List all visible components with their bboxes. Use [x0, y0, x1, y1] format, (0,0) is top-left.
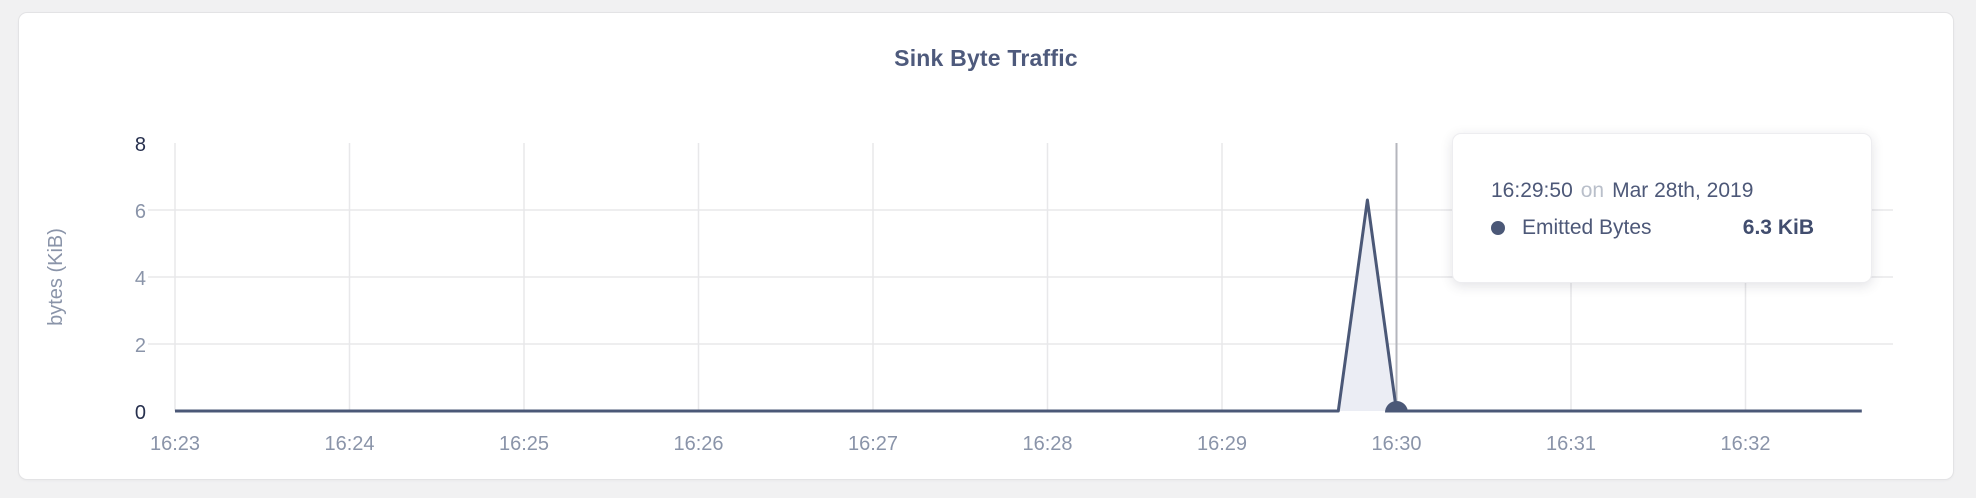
series-line — [175, 198, 1862, 413]
y-tick-label: 0 — [135, 402, 146, 424]
x-tick-label: 16:32 — [1720, 433, 1770, 455]
y-tick-label: 4 — [135, 268, 146, 290]
y-axis-title: bytes (KiB) — [45, 228, 67, 326]
x-tick-label: 16:23 — [150, 433, 200, 455]
tooltip-series-label: Emitted Bytes — [1522, 215, 1652, 239]
tooltip-date: Mar 28th, 2019 — [1612, 178, 1754, 202]
x-tick-label: 16:24 — [324, 433, 374, 455]
y-tick-label: 2 — [135, 335, 146, 357]
x-tick-label: 16:27 — [848, 433, 898, 455]
tooltip-time: 16:29:50 — [1491, 178, 1573, 202]
x-tick-label: 16:26 — [673, 433, 723, 455]
chart-tooltip: 16:29:50 on Mar 28th, 2019 Emitted Bytes… — [1452, 133, 1872, 283]
y-tick-label: 6 — [135, 201, 146, 223]
tooltip-series-row: Emitted Bytes 6.3 KiB — [1491, 216, 1814, 240]
x-tick-label: 16:29 — [1197, 433, 1247, 455]
x-tick-label: 16:31 — [1546, 433, 1596, 455]
y-tick-label: 8 — [135, 134, 146, 156]
tooltip-series-value: 6.3 KiB — [1742, 215, 1814, 239]
x-tick-label: 16:28 — [1022, 433, 1072, 455]
tooltip-connector: on — [1580, 178, 1605, 202]
hover-marker-dot — [1385, 401, 1408, 413]
x-tick-label: 16:25 — [499, 433, 549, 455]
x-tick-label: 16:30 — [1371, 433, 1421, 455]
chart-title: Sink Byte Traffic — [894, 45, 1078, 71]
series-marker-dot — [1491, 220, 1505, 235]
tooltip-timestamp-row: 16:29:50 on Mar 28th, 2019 — [1491, 179, 1814, 203]
